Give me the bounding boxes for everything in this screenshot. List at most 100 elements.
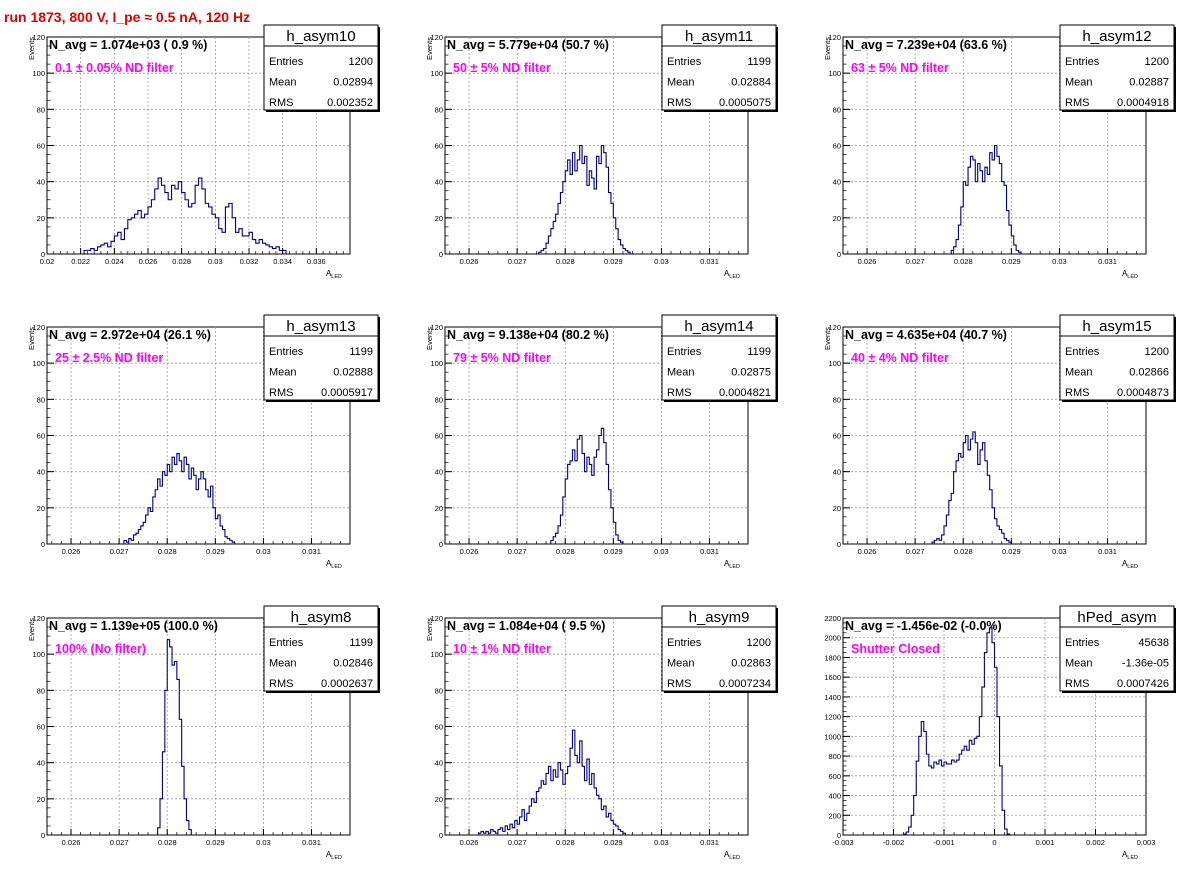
histogram-series [550,427,624,544]
x-tick-label: 0.028 [158,547,177,556]
y-tick-label: 0 [837,540,841,549]
histogram-panel-h_asym8: 0.026 0.027 0.028 0.029 0.03 0.031 0 20 40 60 80 10… [27,605,380,861]
x-axis-title: ALED [326,559,342,570]
stats-label: RMS [1065,387,1089,399]
x-tick-label: 0.029 [604,257,623,266]
x-axis-title: ALED [724,269,740,280]
y-tick-label: 80 [37,686,45,695]
x-tick-label: 0.026 [460,838,479,847]
y-tick-label: 40 [37,759,45,768]
y-tick-label: 80 [833,395,841,404]
x-axis-title-main: A [724,850,730,859]
x-tick-label: 0.029 [206,838,225,847]
x-axis-title-main: A [1122,850,1128,859]
y-tick-label: 60 [435,142,443,151]
stats-label: RMS [269,678,293,690]
stats-box [1059,314,1175,401]
x-axis-title-main: A [1122,269,1128,278]
y-tick-label: 400 [828,792,841,801]
filter-note: Shutter Closed [851,642,940,656]
x-tick-label: 0.028 [954,257,973,266]
y-tick-label: 120 [32,614,45,623]
stats-label: Entries [269,637,304,649]
x-tick-label: 0.032 [240,257,259,266]
x-axis-title-main: A [724,559,730,568]
stats-value: 0.0004821 [719,387,771,399]
x-axis-title: ALED [326,269,342,280]
y-tick-label: 120 [430,33,443,42]
y-tick-label: 100 [32,650,45,659]
histogram-panel-h_asym14: 0.026 0.027 0.028 0.029 0.03 0.031 0 20 40 60 80 10… [425,314,778,570]
y-tick-label: 0 [41,831,45,840]
x-tick-label: 0.027 [508,547,527,556]
x-tick-label: 0 [992,838,996,847]
stats-value: 0.0007234 [719,678,771,690]
filter-note: 79 ± 5% ND filter [453,351,551,365]
x-axis-title-main: A [326,559,332,568]
x-tick-label: 0.026 [460,547,479,556]
stats-label: Entries [269,56,304,68]
y-tick-label: 2000 [824,634,841,643]
y-tick-label: 60 [37,432,45,441]
stats-title: h_asym9 [689,609,750,626]
stats-value: 1200 [349,56,373,68]
stats-box [661,314,777,401]
x-tick-label: 0.001 [1036,838,1055,847]
stats-value: 0.0004873 [1117,387,1169,399]
x-tick-label: 0.031 [700,547,719,556]
x-tick-label: 0.028 [158,838,177,847]
stats-value: 1199 [747,56,771,68]
stats-value: 0.02887 [1129,77,1169,89]
stats-label: Mean [269,367,297,379]
stats-title: h_asym8 [291,609,352,626]
y-tick-label: 80 [435,395,443,404]
x-tick-label: 0.03 [654,547,669,556]
stats-label: Entries [1065,56,1100,68]
y-tick-label: 80 [37,105,45,114]
stats-label: Entries [667,637,702,649]
x-axis-title: ALED [724,559,740,570]
y-tick-label: 60 [833,432,841,441]
y-tick-label: 60 [833,142,841,151]
stats-label: Mean [1065,367,1093,379]
x-axis-title: ALED [724,850,740,861]
x-tick-label: 0.026 [858,547,877,556]
histogram-series [478,729,626,835]
x-axis-title: ALED [1122,269,1138,280]
navg-label: N_avg = 9.138e+04 (80.2 %) [447,328,609,342]
stats-label: Entries [269,346,304,358]
x-axis-title-sub: LED [729,564,740,570]
stats-label: RMS [667,387,691,399]
stats-label: RMS [667,97,691,109]
y-tick-label: 80 [435,105,443,114]
y-tick-label: 60 [435,432,443,441]
stats-value: 45638 [1138,637,1169,649]
y-tick-label: 1600 [824,673,841,682]
x-axis-title-sub: LED [331,855,342,861]
y-tick-label: 1000 [824,732,841,741]
y-tick-label: 20 [37,504,45,513]
y-axis-title: Events [425,327,434,350]
x-tick-label: 0.026 [460,257,479,266]
x-tick-label: 0.03 [208,257,223,266]
y-tick-label: 100 [32,359,45,368]
run-title: run 1873, 800 V, I_pe ≈ 0.5 nA, 120 Hz [4,9,251,25]
x-tick-label: 0.024 [105,257,124,266]
stats-label: RMS [1065,97,1089,109]
x-tick-label: 0.031 [700,838,719,847]
histogram-panel-h_asym12: 0.026 0.027 0.028 0.029 0.03 0.031 0 20 40 60 80 10… [823,24,1176,280]
stats-label: RMS [269,387,293,399]
y-tick-label: 0 [439,831,443,840]
histogram-panel-h_asym9: 0.026 0.027 0.028 0.029 0.03 0.031 0 20 40 60 80 10… [425,605,778,861]
x-tick-label: 0.026 [62,547,81,556]
y-tick-label: 20 [833,214,841,223]
stats-label: Mean [269,658,297,670]
stats-value: 0.02846 [333,658,373,670]
y-tick-label: 20 [435,504,443,513]
y-tick-label: 100 [828,359,841,368]
x-tick-label: 0.028 [954,547,973,556]
stats-value: 0.0005075 [719,97,771,109]
filter-note: 50 ± 5% ND filter [453,61,551,75]
stats-value: 0.0002637 [321,678,373,690]
y-tick-label: 60 [37,142,45,151]
